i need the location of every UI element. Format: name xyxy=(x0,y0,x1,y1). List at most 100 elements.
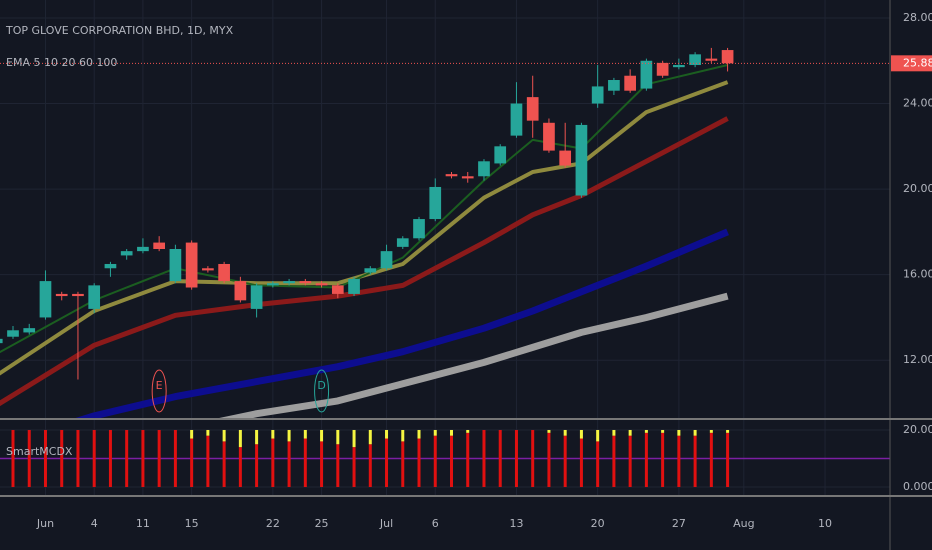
indicator-bar xyxy=(320,429,324,442)
indicator-bar xyxy=(579,429,583,439)
indicator-bar xyxy=(11,429,15,488)
indicator-bar xyxy=(385,429,389,439)
x-tick-label: 15 xyxy=(185,517,199,530)
indicator-bar xyxy=(449,435,453,488)
event-label: D xyxy=(317,379,325,392)
candle-body xyxy=(348,278,360,294)
x-tick-label: Aug xyxy=(733,517,754,530)
indicator-bar xyxy=(449,429,453,436)
indicator-bar xyxy=(644,432,648,488)
ema-line xyxy=(0,80,729,376)
indicator-bar xyxy=(238,429,242,448)
candle-body xyxy=(721,50,734,64)
candle-body xyxy=(55,293,68,297)
candle-body xyxy=(88,285,101,309)
indicator-bar xyxy=(433,429,437,436)
indicator-bar xyxy=(417,429,421,439)
candle-body xyxy=(120,251,133,256)
candle-body xyxy=(413,219,425,239)
indicator-bar xyxy=(466,432,470,488)
indicator-bar xyxy=(677,429,681,436)
candle-body xyxy=(624,75,636,91)
candle-body xyxy=(494,146,507,164)
indicator-bar xyxy=(271,429,275,439)
indicator-bar xyxy=(125,429,129,488)
y-tick-label: 28.000 xyxy=(903,11,932,24)
candle-body xyxy=(299,281,312,284)
indicator-bar xyxy=(514,429,518,488)
x-tick-label: Jul xyxy=(379,517,393,530)
x-tick-label: 4 xyxy=(91,517,98,530)
candle-body xyxy=(315,283,328,286)
indicator-bar xyxy=(417,438,421,488)
candle-body xyxy=(591,86,604,104)
indicator-bar xyxy=(190,429,194,439)
ema-line xyxy=(75,228,729,418)
indicator-bar xyxy=(596,429,600,442)
candle-body xyxy=(608,80,620,91)
indicator-bar xyxy=(726,432,730,488)
y-tick-label: 16.000 xyxy=(903,268,932,281)
indicator-bar xyxy=(206,435,210,488)
indicator-bar xyxy=(433,435,437,488)
candle-body xyxy=(510,103,523,136)
candle-body xyxy=(283,281,295,284)
indicator-bar xyxy=(141,429,145,488)
indicator-bar xyxy=(27,429,31,488)
indicator-bar xyxy=(482,429,486,488)
event-marker xyxy=(314,369,330,413)
indicator-bar xyxy=(108,429,112,488)
y-tick-label: 20.000 xyxy=(903,423,932,436)
indicator-bar xyxy=(693,429,697,436)
candle-body xyxy=(689,54,701,66)
indicator-bar xyxy=(661,429,665,433)
indicator-bar xyxy=(238,447,242,488)
indicator-bar xyxy=(709,429,713,433)
indicator-bar xyxy=(563,435,567,488)
candle-body xyxy=(429,186,442,220)
y-tick-label: 20.000 xyxy=(903,182,932,195)
last-price-box xyxy=(891,55,932,72)
candle-body xyxy=(153,242,166,250)
candle-body xyxy=(331,285,344,294)
candle-body xyxy=(72,293,84,297)
candle-body xyxy=(380,251,393,269)
candle-body xyxy=(461,176,474,179)
candle-body xyxy=(705,58,718,61)
indicator-bar xyxy=(612,429,616,436)
x-tick-label: 22 xyxy=(266,517,280,530)
indicator-bar xyxy=(466,429,470,433)
last-price-label: 25.880 xyxy=(903,56,932,69)
chart-title: TOP GLOVE CORPORATION BHD, 1D, MYX xyxy=(5,24,234,37)
candle-body xyxy=(250,285,263,309)
x-tick-label: 11 xyxy=(136,517,150,530)
candle-body xyxy=(559,150,572,166)
indicator-bar xyxy=(547,432,551,488)
indicator-bar xyxy=(222,441,226,488)
indicator-bar xyxy=(222,429,226,442)
indicator-bar xyxy=(336,444,340,488)
indicator-bar xyxy=(190,438,194,488)
indicator-bar xyxy=(255,444,259,488)
indicator-bar xyxy=(173,429,177,488)
indicator-bar xyxy=(661,432,665,488)
x-tick-label: Jun xyxy=(36,517,54,530)
x-tick-label: 13 xyxy=(509,517,523,530)
candle-body xyxy=(104,263,117,269)
indicator-bar xyxy=(92,429,96,488)
candle-body xyxy=(575,124,588,196)
candle-body xyxy=(234,281,247,301)
indicator-bar xyxy=(677,435,681,488)
indicator-bar xyxy=(563,429,567,436)
indicator-bar xyxy=(401,441,405,488)
indicator-bar xyxy=(206,429,210,436)
candle-body xyxy=(364,268,377,273)
indicator-bar xyxy=(579,438,583,488)
indicator-bar xyxy=(352,447,356,488)
candle-body xyxy=(478,161,490,177)
candle-body xyxy=(7,330,19,337)
candle-body xyxy=(526,97,539,121)
candle-body xyxy=(445,174,458,177)
